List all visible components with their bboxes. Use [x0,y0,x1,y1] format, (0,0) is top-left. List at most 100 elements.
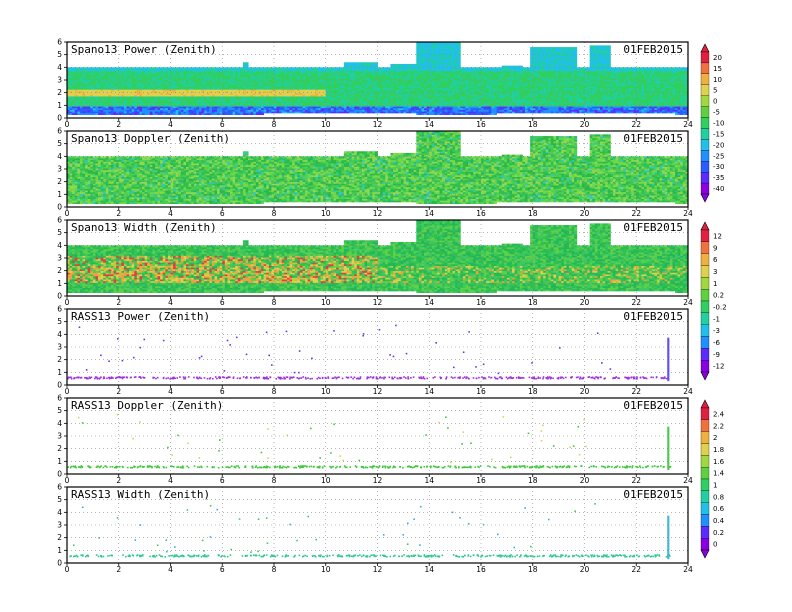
heatmap-cell [372,87,376,90]
heatmap-cell [90,72,94,75]
heatmap-cell [227,72,231,75]
heatmap-cell [320,89,324,92]
heatmap-cell [349,101,353,104]
heatmap-cell [258,101,262,104]
heatmap-cell [219,99,223,102]
heatmap-cell [147,97,151,100]
heatmap-cell [134,111,138,114]
heatmap-cell [103,75,107,78]
heatmap-cell [250,92,254,95]
heatmap-cell [152,74,156,77]
heatmap-cell [328,89,332,92]
heatmap-cell [372,92,376,95]
heatmap-cell [338,92,342,95]
heatmap-cell [142,69,146,72]
heatmap-cell [323,84,327,87]
heatmap-cell [289,96,293,99]
heatmap-cell [193,80,197,83]
heatmap-cell [196,75,200,78]
heatmap-cell [333,84,337,87]
heatmap-cell [186,82,190,85]
heatmap-cell [367,62,371,65]
heatmap-cell [118,85,122,88]
heatmap-cell [90,77,94,80]
heatmap-cell [328,85,332,88]
heatmap-cell [92,70,96,73]
heatmap-cell [242,74,246,77]
heatmap-cell [281,111,285,114]
heatmap-cell [165,102,169,105]
heatmap-cell [341,70,345,73]
heatmap-cell [367,90,371,94]
heatmap-cell [274,99,277,102]
heatmap-cell [142,102,146,105]
heatmap-cell [92,97,96,100]
heatmap-cell [242,111,246,114]
heatmap-cell [118,99,122,102]
heatmap-cell [191,94,195,97]
heatmap-cell [142,85,146,88]
heatmap-cell [136,87,140,90]
heatmap-cell [142,75,146,78]
heatmap-cell [69,84,73,87]
heatmap-cell [108,96,112,99]
heatmap-cell [126,89,130,92]
heatmap-cell [336,80,340,83]
heatmap-cell [154,99,158,102]
heatmap-cell [286,82,290,85]
heatmap-cell [219,106,223,109]
heatmap-cell [237,85,241,88]
heatmap-cell [214,101,218,104]
heatmap-cell [351,96,355,99]
heatmap-cell [69,82,73,85]
heatmap-cell [250,99,254,102]
heatmap-cell [196,70,200,73]
heatmap-cell [255,102,259,105]
heatmap-cell [232,109,236,112]
heatmap-cell [72,104,76,107]
heatmap-cell [323,89,327,92]
heatmap-cell [237,70,241,73]
heatmap-cell [302,102,306,105]
heatmap-cell [87,106,91,109]
heatmap-cell [242,104,246,107]
heatmap-cell [374,87,378,90]
heatmap-cell [79,72,83,75]
heatmap-cell [297,102,301,105]
heatmap-cell [110,70,114,73]
heatmap-cell [110,96,114,99]
heatmap-cell [346,102,350,105]
heatmap-cell [274,74,277,77]
heatmap-cell [354,87,358,90]
heatmap-cell [263,82,267,85]
heatmap-cell [206,90,210,94]
heatmap-cell [255,90,259,94]
heatmap-cell [338,85,342,88]
heatmap-cell [240,89,244,92]
heatmap-cell [69,96,73,99]
heatmap-cell [356,96,360,99]
heatmap-cell [250,90,254,94]
heatmap-cell [170,101,174,104]
heatmap-cell [170,77,174,80]
heatmap-cell [136,72,140,75]
heatmap-cell [100,106,104,109]
heatmap-cell [317,84,321,87]
heatmap-cell [372,96,376,99]
heatmap-cell [268,80,272,83]
heatmap-cell [281,92,285,95]
heatmap-cell [248,111,252,114]
heatmap-cell [320,82,324,85]
heatmap-cell [248,90,252,94]
heatmap-cell [255,75,259,78]
heatmap-cell [258,67,262,70]
heatmap-cell [136,82,140,85]
heatmap-cell [268,109,272,112]
heatmap-cell [302,111,306,114]
heatmap-cell [72,79,76,82]
heatmap-cell [268,106,272,109]
heatmap-cell [271,102,275,105]
heatmap-cell [286,101,290,104]
heatmap-cell [248,84,252,87]
heatmap-cell [310,67,314,70]
